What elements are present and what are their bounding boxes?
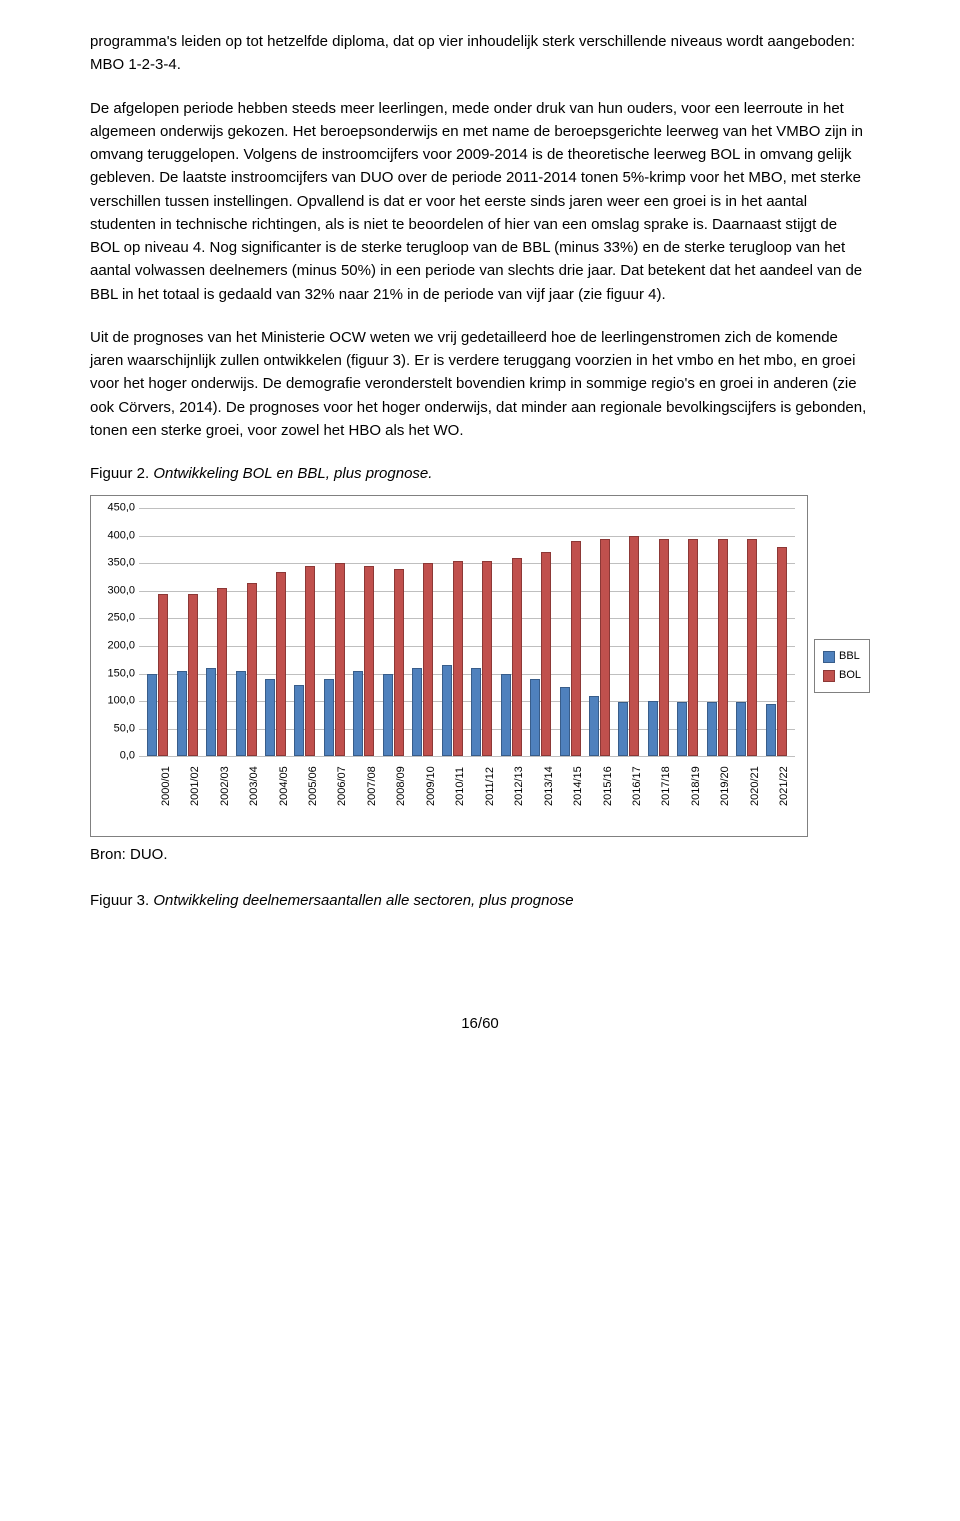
- figure-3-caption: Figuur 3. Ontwikkeling deelnemersaantall…: [90, 889, 870, 912]
- figure-title: Ontwikkeling BOL en BBL, plus prognose.: [153, 465, 432, 482]
- bar: [471, 668, 481, 756]
- bar: [618, 702, 628, 756]
- bar-group: [294, 566, 315, 756]
- bar-group: [147, 594, 168, 757]
- bar-group: [736, 539, 757, 757]
- bar: [541, 552, 551, 756]
- legend-swatch: [823, 670, 835, 682]
- bar-group: [589, 539, 610, 757]
- legend-label: BBL: [839, 648, 860, 665]
- paragraph: programma's leiden op tot hetzelfde dipl…: [90, 30, 870, 77]
- y-tick-label: 350,0: [95, 555, 135, 572]
- bar-group: [648, 539, 669, 757]
- y-tick-label: 250,0: [95, 610, 135, 627]
- bar-group: [530, 552, 551, 756]
- y-tick-label: 50,0: [95, 720, 135, 737]
- bar-group: [383, 569, 404, 756]
- y-tick-label: 150,0: [95, 665, 135, 682]
- y-tick-label: 0,0: [95, 748, 135, 765]
- bar-group: [618, 536, 639, 756]
- legend-label: BOL: [839, 667, 861, 684]
- bar: [364, 566, 374, 756]
- bar-group: [177, 594, 198, 757]
- page-number: 16/60: [90, 1012, 870, 1035]
- bar-group: [560, 541, 581, 756]
- bar-group: [766, 547, 787, 756]
- bar-group: [471, 561, 492, 757]
- bar: [629, 536, 639, 756]
- y-tick-label: 100,0: [95, 693, 135, 710]
- bar-group: [442, 561, 463, 757]
- bar: [747, 539, 757, 757]
- bar: [353, 671, 363, 756]
- bar: [707, 702, 717, 756]
- bar: [530, 679, 540, 756]
- legend-item: BBL: [823, 648, 861, 665]
- paragraph: De afgelopen periode hebben steeds meer …: [90, 97, 870, 306]
- figure-label: Figuur 2.: [90, 465, 153, 482]
- paragraph: Uit de prognoses van het Ministerie OCW …: [90, 326, 870, 442]
- bar: [482, 561, 492, 757]
- bar: [453, 561, 463, 757]
- bar-group: [265, 572, 286, 757]
- bar: [423, 563, 433, 756]
- bar: [512, 558, 522, 756]
- legend-swatch: [823, 651, 835, 663]
- bar: [589, 696, 599, 757]
- y-tick-label: 300,0: [95, 582, 135, 599]
- legend-item: BOL: [823, 667, 861, 684]
- bar: [571, 541, 581, 756]
- chart-box: 0,0 50,0 100,0 150,0 200,0 250,0 300,0 350,0 400…: [90, 495, 808, 837]
- bar: [688, 539, 698, 757]
- bar: [177, 671, 187, 756]
- chart-legend: BBL BOL: [814, 639, 870, 693]
- bar: [217, 588, 227, 756]
- bar: [442, 665, 452, 756]
- figure-label: Figuur 3.: [90, 892, 153, 909]
- y-tick-label: 200,0: [95, 637, 135, 654]
- bar: [247, 583, 257, 757]
- bar: [718, 539, 728, 757]
- bar: [188, 594, 198, 757]
- figure-title: Ontwikkeling deelnemersaantallen alle se…: [153, 892, 573, 909]
- bar-group: [236, 583, 257, 757]
- bar-group: [324, 563, 345, 756]
- document-page: programma's leiden op tot hetzelfde dipl…: [0, 0, 960, 1065]
- bar: [265, 679, 275, 756]
- bar: [383, 674, 393, 757]
- bar-group: [501, 558, 522, 756]
- bar: [305, 566, 315, 756]
- bar: [677, 702, 687, 756]
- bar: [777, 547, 787, 756]
- bar: [206, 668, 216, 756]
- y-tick-label: 450,0: [95, 500, 135, 517]
- bar: [276, 572, 286, 757]
- bar: [412, 668, 422, 756]
- bar: [147, 674, 157, 757]
- y-tick-label: 400,0: [95, 527, 135, 544]
- bar: [648, 701, 658, 756]
- bar-group: [353, 566, 374, 756]
- bar-group: [707, 539, 728, 757]
- bar: [335, 563, 345, 756]
- bar-group: [677, 539, 698, 757]
- figure-2-caption: Figuur 2. Ontwikkeling BOL en BBL, plus …: [90, 462, 870, 485]
- bar: [766, 704, 776, 756]
- bar: [324, 679, 334, 756]
- plot-area: [139, 508, 795, 756]
- x-tick-label: 2021/22: [776, 786, 856, 806]
- bar: [659, 539, 669, 757]
- bar: [236, 671, 246, 756]
- bar: [394, 569, 404, 756]
- figure-2-chart: 0,0 50,0 100,0 150,0 200,0 250,0 300,0 350,0 400…: [90, 495, 870, 837]
- bar: [158, 594, 168, 757]
- bar-group: [206, 588, 227, 756]
- bar-group: [412, 563, 433, 756]
- bar: [294, 685, 304, 757]
- bar: [560, 687, 570, 756]
- figure-source: Bron: DUO.: [90, 843, 870, 866]
- bar: [501, 674, 511, 757]
- bar: [736, 702, 746, 756]
- bar: [600, 539, 610, 757]
